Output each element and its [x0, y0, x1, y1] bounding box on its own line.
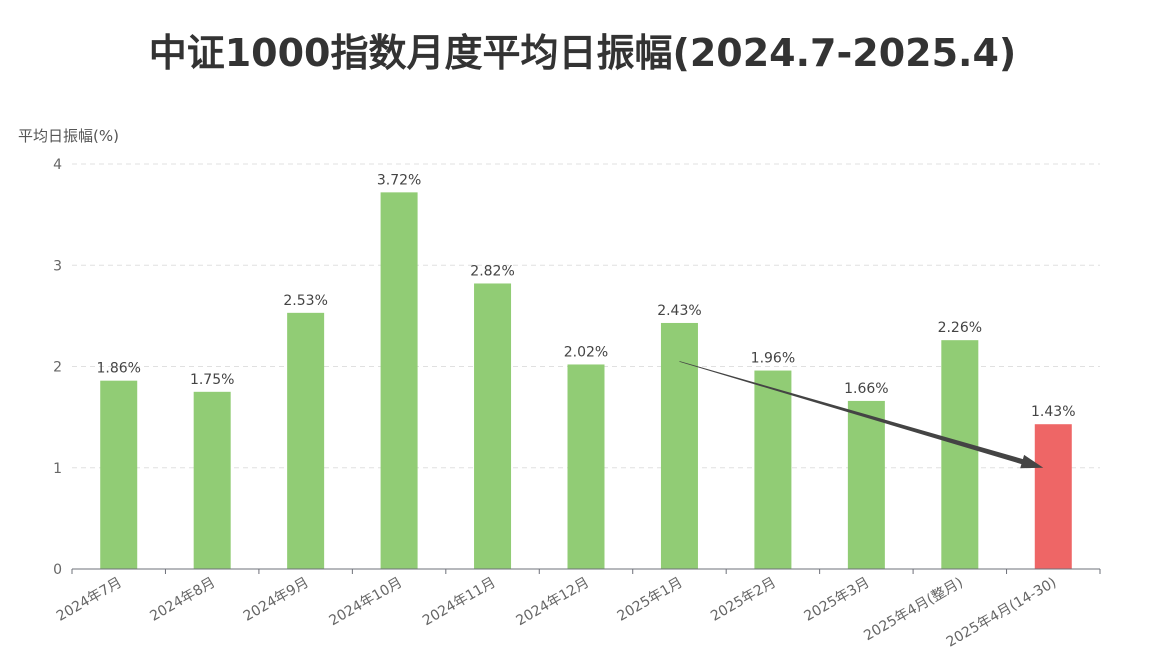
bar: [380, 192, 418, 569]
bar: [100, 380, 138, 569]
data-label: 1.96%: [751, 351, 795, 367]
data-label: 3.72%: [377, 172, 421, 188]
data-label: 2.26%: [938, 320, 982, 336]
data-label: 1.66%: [844, 381, 888, 397]
bar: [941, 340, 979, 569]
y-tick-label: 2: [53, 360, 62, 376]
x-tick-label: 2025年3月: [802, 575, 873, 625]
y-tick-label: 4: [53, 157, 62, 173]
x-tick-label: 2025年2月: [708, 575, 779, 625]
y-tick-label: 0: [53, 562, 62, 578]
bar: [193, 391, 231, 569]
x-tick-label: 2024年11月: [420, 575, 499, 630]
y-tick-label: 3: [53, 258, 62, 274]
x-tick-label: 2024年9月: [241, 575, 312, 625]
bar: [567, 364, 605, 569]
data-label: 2.82%: [470, 263, 514, 279]
x-tick-label: 2024年7月: [54, 575, 125, 625]
x-tick-label: 2024年10月: [327, 575, 406, 630]
data-label: 2.02%: [564, 344, 608, 360]
data-label: 1.43%: [1031, 404, 1075, 420]
trend-annotation: [679, 361, 1044, 469]
chart-title: 中证1000指数月度平均日振幅(2024.7-2025.4): [148, 31, 1017, 75]
x-tick-label: 2024年12月: [513, 575, 592, 630]
data-label: 1.75%: [190, 372, 234, 388]
y-axis-title: 平均日振幅(%): [18, 127, 119, 145]
data-label: 2.53%: [283, 293, 327, 309]
x-tick-label: 2025年1月: [615, 575, 686, 625]
data-labels: 1.86% 1.75% 2.53% 3.72% 2.82% 2.02% 2.43% 1.96%…: [96, 172, 1075, 420]
bar: [287, 312, 325, 569]
y-tick-label: 1: [53, 461, 62, 477]
x-tick-label: 2024年8月: [147, 575, 218, 625]
bars: [100, 192, 1072, 569]
data-label: 2.43%: [657, 303, 701, 319]
bar: [1034, 424, 1072, 569]
bar: [660, 322, 698, 569]
trend-arrow: [679, 361, 1044, 469]
bar: [847, 400, 885, 569]
bar: [474, 283, 512, 569]
bar: [754, 370, 792, 569]
data-label: 1.86%: [96, 361, 140, 377]
